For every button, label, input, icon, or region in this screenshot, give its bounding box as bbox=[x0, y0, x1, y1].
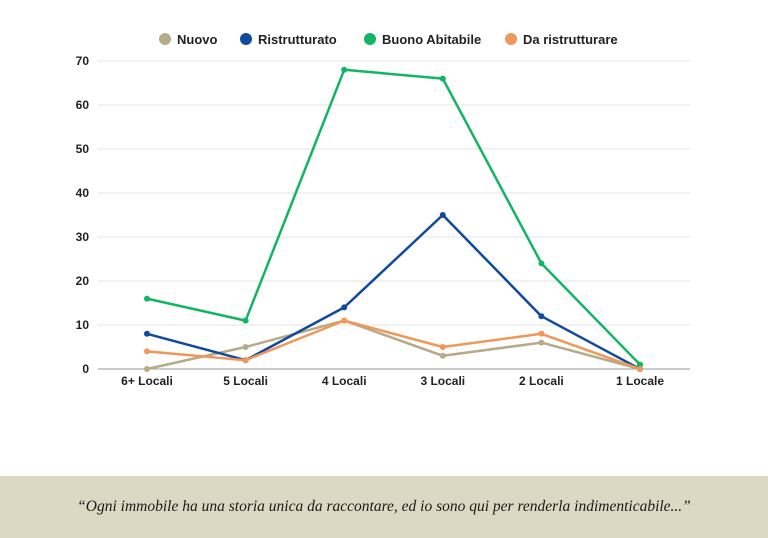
footer-quote: “Ogni immobile ha una storia unica da ra… bbox=[77, 498, 691, 515]
data-point bbox=[144, 348, 150, 355]
data-point bbox=[439, 344, 446, 350]
legend-marker bbox=[505, 33, 517, 45]
data-point bbox=[439, 352, 446, 359]
data-point bbox=[341, 317, 348, 324]
legend-item: Da ristrutturare bbox=[505, 32, 618, 47]
x-category-label: 1 Locale bbox=[616, 374, 664, 388]
data-point bbox=[341, 304, 348, 311]
line-chart-svg: Nuovo Ristrutturato Buono Abitabile Da rist… bbox=[76, 32, 690, 388]
gridlines bbox=[98, 60, 690, 370]
series-line bbox=[145, 213, 642, 371]
data-point bbox=[538, 260, 545, 267]
series-line bbox=[145, 319, 642, 371]
y-tick-label: 30 bbox=[76, 230, 90, 244]
legend-label: Buono Abitabile bbox=[382, 32, 481, 47]
y-tick-label: 20 bbox=[76, 274, 90, 288]
data-point bbox=[144, 330, 150, 337]
data-point bbox=[538, 313, 545, 320]
x-category-label: 5 Locali bbox=[223, 374, 268, 388]
legend-item: Buono Abitabile bbox=[364, 32, 481, 47]
legend-label: Nuovo bbox=[177, 32, 218, 47]
legend-marker bbox=[159, 33, 171, 45]
x-axis-categories: 6+ Locali 5 Locali 4 Locali 3 Locali 2 Local… bbox=[121, 374, 664, 388]
y-tick-label: 10 bbox=[76, 318, 90, 332]
data-point bbox=[637, 361, 643, 368]
footer-banner: “Ogni immobile ha una storia unica da ra… bbox=[0, 476, 768, 538]
y-tick-label: 70 bbox=[76, 54, 90, 68]
x-category-label: 4 Locali bbox=[322, 374, 367, 388]
data-point bbox=[242, 357, 249, 364]
legend-item: Ristrutturato bbox=[240, 32, 337, 47]
data-point bbox=[144, 366, 150, 372]
y-tick-label: 0 bbox=[82, 362, 89, 376]
y-tick-label: 40 bbox=[76, 186, 90, 200]
data-point bbox=[538, 339, 545, 346]
x-category-label: 3 Locali bbox=[420, 374, 465, 388]
data-point bbox=[439, 212, 446, 218]
data-point bbox=[637, 366, 643, 372]
y-tick-label: 60 bbox=[76, 98, 90, 112]
data-point bbox=[242, 317, 249, 324]
chart: Nuovo Ristrutturato Buono Abitabile Da rist… bbox=[76, 32, 690, 388]
data-point bbox=[439, 75, 446, 82]
legend-marker bbox=[240, 33, 252, 45]
series-line bbox=[145, 68, 642, 366]
series-line bbox=[145, 319, 642, 371]
legend-marker bbox=[364, 33, 376, 45]
y-axis-ticks: 0 10 20 30 40 50 60 70 bbox=[76, 54, 90, 376]
data-point bbox=[341, 66, 348, 73]
legend: Nuovo Ristrutturato Buono Abitabile Da rist… bbox=[159, 32, 618, 47]
series-nuovo bbox=[144, 317, 643, 372]
series-da-ristrutturare bbox=[144, 317, 643, 372]
series-buono-abitabile bbox=[144, 66, 643, 368]
y-tick-label: 50 bbox=[76, 142, 90, 156]
x-category-label: 2 Locali bbox=[519, 374, 564, 388]
data-point bbox=[144, 295, 150, 302]
data-point bbox=[538, 330, 545, 337]
data-point bbox=[242, 344, 249, 350]
series-group bbox=[144, 66, 643, 372]
legend-label: Da ristrutturare bbox=[523, 32, 618, 47]
x-category-label: 6+ Locali bbox=[121, 374, 173, 388]
legend-item: Nuovo bbox=[159, 32, 218, 47]
legend-label: Ristrutturato bbox=[258, 32, 337, 47]
